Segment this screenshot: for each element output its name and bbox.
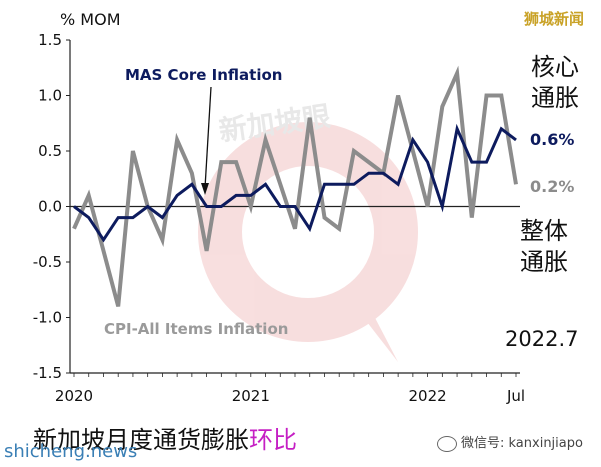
core-end-label: 0.6% bbox=[530, 130, 574, 149]
chart-caption: 新加坡月度通货膨胀环比 bbox=[33, 420, 297, 455]
watermark-tail bbox=[350, 300, 398, 362]
y-tick-label: 0.0 bbox=[38, 198, 62, 216]
all-series-label: CPI-All Items Inflation bbox=[104, 320, 288, 338]
x-tick-label: 2022 bbox=[409, 387, 447, 405]
y-tick-label: -1.0 bbox=[33, 309, 62, 327]
core-label-arrowhead bbox=[201, 183, 209, 195]
date-label: 2022.7 bbox=[505, 327, 579, 351]
y-tick-label: 1.5 bbox=[38, 31, 62, 49]
caption-highlight: 环比 bbox=[249, 426, 297, 454]
x-tick-label: 2020 bbox=[55, 387, 93, 405]
wechat-icon bbox=[437, 435, 457, 452]
y-tick-label: 0.5 bbox=[38, 142, 62, 160]
core-label-arrow bbox=[204, 86, 212, 189]
core-inflation-label: 核心通胀 bbox=[531, 53, 579, 112]
y-tick-label: -0.5 bbox=[33, 253, 62, 271]
x-tick-label: 2021 bbox=[232, 387, 270, 405]
y-axis-unit: % MOM bbox=[60, 10, 121, 29]
core-series-label: MAS Core Inflation bbox=[125, 66, 282, 84]
core-series bbox=[73, 123, 517, 243]
brand-top: 狮城新闻 bbox=[524, 10, 585, 28]
y-tick-label: 1.0 bbox=[38, 87, 62, 105]
x-tick-label: Jul bbox=[506, 387, 525, 405]
wechat-text: 微信号: kanxinjiapo bbox=[461, 436, 583, 451]
headline-inflation-label: 整体通胀 bbox=[520, 217, 568, 276]
site-watermark: shicheng.news bbox=[4, 441, 138, 462]
all-end-label: 0.2% bbox=[530, 177, 574, 196]
caption-main: 新加坡月度通货膨胀 bbox=[33, 426, 249, 454]
watermark-ring bbox=[198, 122, 418, 342]
axes: 1.5 1.0 0.5 0.0 -0.5 -1.0 -1.5 2020 2021 2022 Jul bbox=[33, 31, 525, 405]
y-tick-label: -1.5 bbox=[33, 364, 62, 382]
wechat-id: 微信号: kanxinjiapo bbox=[437, 432, 583, 452]
